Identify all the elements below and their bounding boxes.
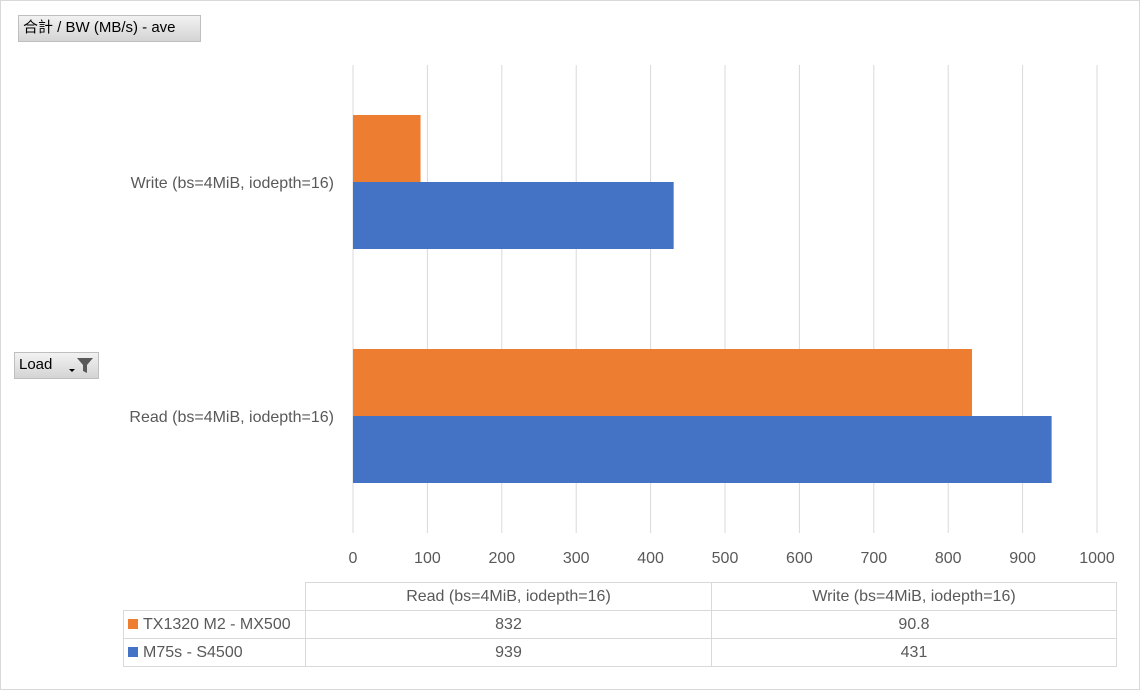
bar-chart: 0 100 200 300 400 500 600 700 800 900 1000 Read (b… (129, 65, 1115, 567)
data-table: Read (bs=4MiB, iodepth=16) Write (bs=4Mi… (123, 582, 1117, 667)
value-field-button[interactable]: 合計 / BW (MB/s) - ave (18, 15, 201, 42)
y-axis-categories: Read (bs=4MiB, iodepth=16) Write (bs=4MiB… (129, 175, 334, 426)
bar (353, 115, 421, 182)
x-tick-label: 200 (488, 550, 515, 567)
data-table-row-header: TX1320 M2 - MX500 (123, 610, 306, 639)
x-tick-label: 800 (935, 550, 962, 567)
data-table-row: M75s - S4500 939 431 (123, 638, 1117, 667)
bar (353, 182, 674, 249)
x-tick-label: 500 (712, 550, 739, 567)
data-table-corner (123, 582, 306, 611)
bars (353, 115, 1052, 483)
data-table-cell: 832 (305, 610, 712, 639)
x-axis-ticks: 0 100 200 300 400 500 600 700 800 900 1000 (349, 550, 1115, 567)
data-table-row-header: M75s - S4500 (123, 638, 306, 667)
bar (353, 349, 973, 416)
category-label: Read (bs=4MiB, iodepth=16) (129, 409, 334, 426)
row-field-button[interactable]: Load (14, 352, 99, 379)
x-tick-label: 100 (414, 550, 441, 567)
data-table-header-row: Read (bs=4MiB, iodepth=16) Write (bs=4Mi… (123, 582, 1117, 611)
x-tick-label: 600 (786, 550, 813, 567)
bar (353, 416, 1052, 483)
legend-swatch-orange (128, 618, 138, 629)
value-field-label: 合計 / BW (MB/s) - ave (23, 19, 176, 36)
category-label: Write (bs=4MiB, iodepth=16) (131, 175, 334, 192)
x-tick-label: 300 (563, 550, 590, 567)
x-tick-label: 1000 (1079, 550, 1115, 567)
chevron-down-icon (69, 369, 75, 372)
data-table-cell: 431 (711, 638, 1117, 667)
data-table-row-label: TX1320 M2 - MX500 (143, 615, 291, 633)
x-tick-label: 700 (860, 550, 887, 567)
filter-dropdown-button[interactable] (68, 356, 94, 376)
row-field-label: Load (19, 356, 53, 373)
filter-icon (77, 358, 93, 373)
data-table-cell: 939 (305, 638, 712, 667)
data-table-row: TX1320 M2 - MX500 832 90.8 (123, 610, 1117, 639)
data-table-row-label: M75s - S4500 (143, 643, 243, 661)
legend-swatch-blue (128, 646, 138, 657)
data-table-column-header: Write (bs=4MiB, iodepth=16) (711, 582, 1117, 611)
x-tick-label: 0 (349, 550, 358, 567)
data-table-column-header: Read (bs=4MiB, iodepth=16) (305, 582, 712, 611)
x-tick-label: 900 (1009, 550, 1036, 567)
data-table-cell: 90.8 (711, 610, 1117, 639)
x-tick-label: 400 (637, 550, 664, 567)
